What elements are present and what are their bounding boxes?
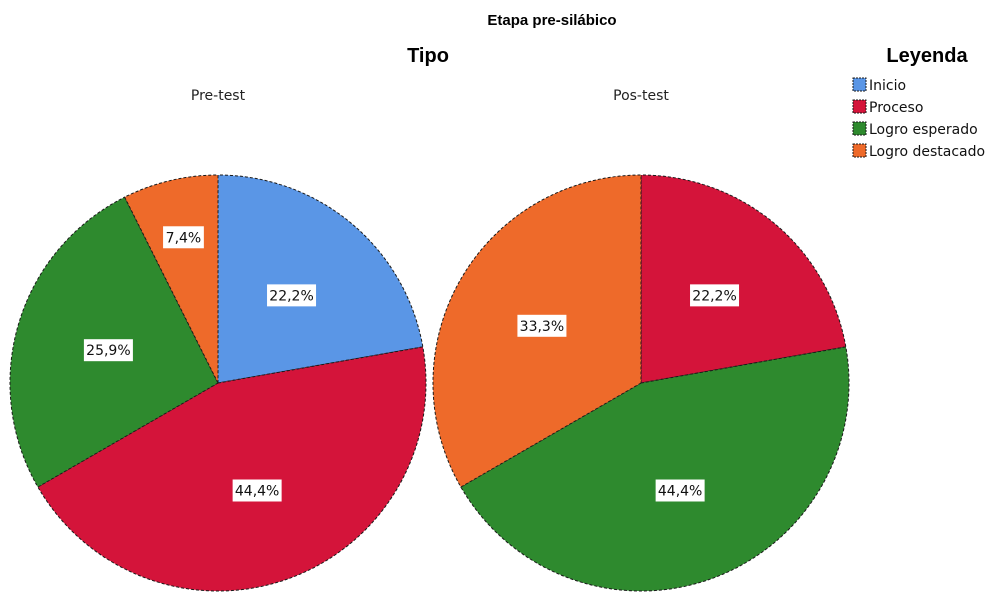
data-label-pos-test-logro-destacado: 33,3%	[520, 319, 564, 335]
pie-slice-pos-test-logro-esperado	[460, 346, 850, 592]
legend-swatch-logro-destacado	[852, 143, 867, 158]
legend: Inicio Proceso Logro esperado Logro destaca…	[852, 77, 985, 160]
pie-slice-pos-test-proceso	[640, 174, 847, 384]
data-label-pre-test-inicio: 22,2%	[269, 288, 313, 304]
pie-slice-pre-test-proceso	[37, 346, 427, 592]
legend-label-logro-destacado: Logro destacado	[869, 144, 985, 160]
pie-pretest: 22,2% 44,4% 25,9% 7,4%	[9, 174, 427, 592]
legend-label-inicio: Inicio	[869, 78, 906, 94]
data-label-box-pre-test-inicio	[267, 284, 317, 307]
data-label-pre-test-proceso: 44,4%	[235, 484, 279, 500]
data-label-box-pre-test-proceso	[232, 479, 282, 502]
data-label-box-pre-test-logro-esperado	[83, 339, 133, 362]
data-label-box-pos-test-logro-esperado	[655, 479, 705, 502]
legend-swatch-logro-esperado	[852, 121, 867, 136]
legend-label-logro-esperado: Logro esperado	[869, 122, 978, 138]
legend-label-proceso: Proceso	[869, 100, 923, 116]
legend-swatch-inicio	[852, 77, 867, 92]
legend-title: Leyenda	[886, 45, 968, 67]
data-label-box-pre-test-logro-destacado	[163, 226, 204, 249]
data-label-box-pos-test-proceso	[690, 284, 740, 307]
chart-title: Etapa pre-silábico	[487, 12, 616, 29]
data-label-pos-test-proceso: 22,2%	[692, 288, 736, 304]
data-label-pre-test-logro-esperado: 25,9%	[86, 343, 130, 359]
data-label-box-pos-test-logro-destacado	[517, 314, 567, 337]
legend-swatch-proceso	[852, 99, 867, 114]
pie-slice-pre-test-inicio	[217, 174, 424, 384]
group-title: Tipo	[407, 45, 449, 67]
pie-title-pretest: Pre-test	[191, 88, 246, 104]
data-label-pre-test-logro-destacado: 7,4%	[166, 230, 202, 246]
pie-title-postest: Pos-test	[613, 88, 669, 104]
data-label-pos-test-logro-esperado: 44,4%	[658, 484, 702, 500]
pie-postest: 22,2% 44,4% 33,3%	[432, 174, 850, 592]
